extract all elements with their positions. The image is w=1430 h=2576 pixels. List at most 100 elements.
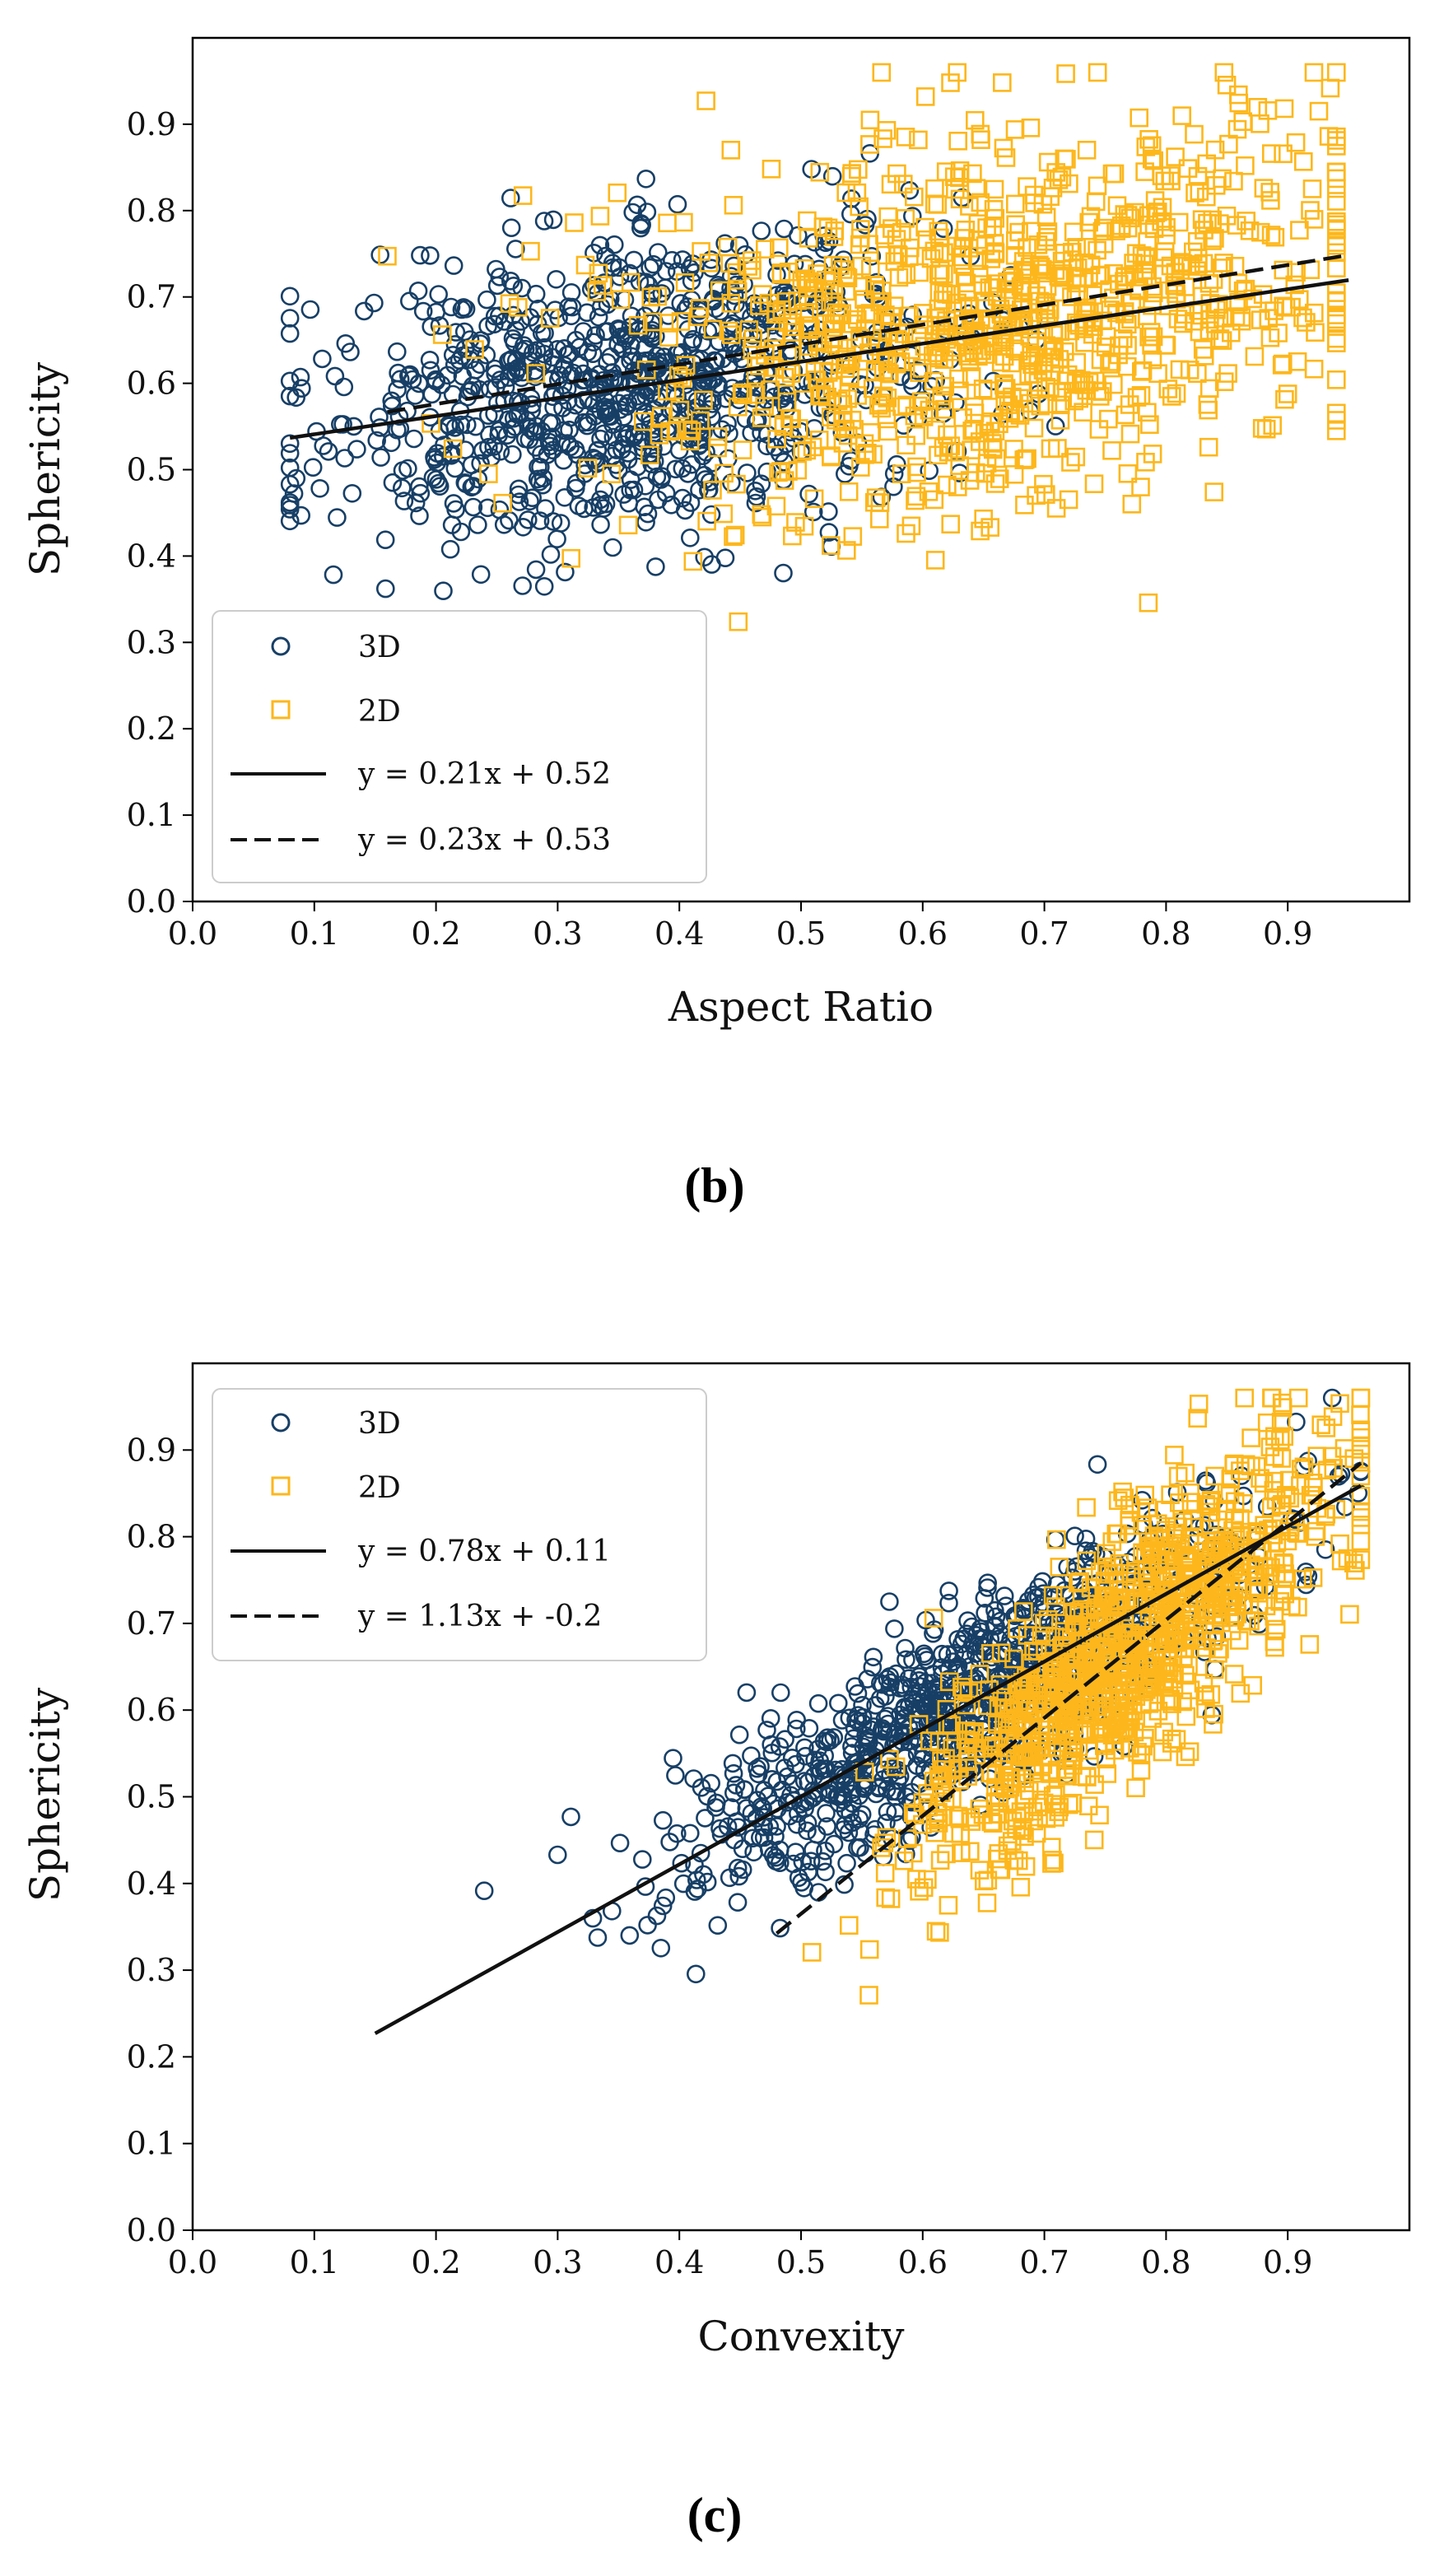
point-2d <box>1266 1619 1286 1639</box>
point-3d <box>737 1683 757 1703</box>
point-3d <box>757 1721 776 1740</box>
point-2d <box>1288 1597 1307 1617</box>
point-3d <box>566 473 586 493</box>
point-2d <box>975 1871 994 1891</box>
point-2d <box>1302 179 1322 198</box>
point-2d <box>977 1894 997 1912</box>
scatter-marks <box>280 63 1346 631</box>
point-3d <box>460 330 480 349</box>
point-2d <box>1041 379 1060 398</box>
point-2d <box>1162 1568 1181 1587</box>
point-2d <box>690 299 710 318</box>
point-3d <box>752 474 771 494</box>
point-3d <box>431 375 451 394</box>
point-3d <box>777 1793 797 1812</box>
point-3d <box>837 1853 856 1873</box>
point-2d <box>975 292 994 312</box>
point-3d <box>387 342 407 361</box>
point-2d <box>1105 1592 1125 1611</box>
point-2d <box>1077 1498 1096 1517</box>
point-2d <box>1327 235 1346 255</box>
point-2d <box>860 110 880 130</box>
point-2d <box>998 273 1017 291</box>
point-3d <box>1010 1654 1029 1673</box>
point-3d <box>530 511 550 530</box>
point-2d <box>1137 306 1157 326</box>
point-2d <box>938 475 957 495</box>
x-tick-label: 0.2 <box>411 2244 460 2280</box>
point-2d <box>641 287 661 307</box>
point-2d <box>1061 453 1080 472</box>
point-2d <box>1168 1466 1188 1486</box>
point-3d <box>720 1868 739 1888</box>
point-2d <box>821 292 840 311</box>
point-2d <box>1256 419 1276 439</box>
point-2d <box>1351 1487 1371 1506</box>
point-3d <box>724 1763 743 1783</box>
point-2d <box>962 440 981 459</box>
point-3d <box>771 1683 790 1703</box>
point-3d <box>426 371 446 391</box>
point-2d <box>919 1797 938 1817</box>
point-2d <box>804 489 824 509</box>
point-2d <box>860 135 879 154</box>
point-3d <box>774 563 793 583</box>
point-3d <box>425 450 445 469</box>
point-2d <box>1265 227 1285 247</box>
point-3d <box>624 250 644 270</box>
point-2d <box>1036 1809 1056 1828</box>
point-2d <box>1133 361 1153 380</box>
x-tick-label: 0.2 <box>411 915 460 952</box>
x-tick-label: 0.6 <box>898 2244 948 2280</box>
point-2d <box>897 436 915 455</box>
point-2d <box>443 439 463 459</box>
point-3d <box>445 428 465 448</box>
point-2d <box>1351 1428 1371 1447</box>
point-2d <box>965 1724 984 1744</box>
axis-ticks: 0.0 0.1 0.2 0.3 0.4 0.5 0.6 0.7 0.8 0.9 0.0 0.1 0.2 0… <box>127 106 1313 952</box>
point-2d <box>906 426 925 445</box>
point-3d <box>701 259 721 278</box>
point-3d <box>819 523 839 542</box>
point-3d <box>543 427 562 447</box>
point-3d <box>594 499 613 518</box>
point-2d <box>378 246 397 266</box>
chart-aspect-ratio: 0.0 0.1 0.2 0.3 0.4 0.5 0.6 0.7 0.8 0.9 0.0 0.1 0.2 0… <box>21 36 1411 1213</box>
point-2d <box>1062 1747 1082 1767</box>
x-tick-label: 0.0 <box>168 2244 217 2280</box>
point-2d <box>973 275 992 294</box>
fit-line-dashed <box>776 1461 1362 1935</box>
point-2d <box>659 314 679 333</box>
point-3d <box>822 166 842 186</box>
point-2d <box>1181 1493 1201 1512</box>
point-2d <box>1212 1613 1231 1633</box>
point-2d <box>1288 1388 1308 1408</box>
point-3d <box>588 1928 608 1947</box>
point-2d <box>1070 1572 1089 1591</box>
point-2d <box>1293 1569 1312 1589</box>
point-2d <box>1036 485 1055 504</box>
point-2d <box>1143 350 1162 370</box>
point-2d <box>1181 257 1200 276</box>
point-2d <box>887 164 906 184</box>
point-2d <box>752 505 771 524</box>
point-2d <box>852 256 871 276</box>
point-2d <box>1015 495 1034 515</box>
point-3d <box>811 1761 831 1781</box>
point-2d <box>1118 314 1137 334</box>
point-2d <box>739 320 759 339</box>
point-3d <box>915 1647 934 1666</box>
x-tick-label: 0.7 <box>1019 915 1069 952</box>
point-2d <box>1049 1733 1068 1753</box>
legend-marker-2d <box>271 700 291 720</box>
point-2d <box>1195 346 1214 366</box>
point-2d <box>946 179 965 199</box>
point-2d <box>1036 207 1056 227</box>
point-2d <box>1260 183 1279 202</box>
point-3d <box>463 376 482 395</box>
point-3d <box>678 464 697 483</box>
point-2d <box>1243 289 1262 309</box>
point-2d <box>1327 169 1346 189</box>
point-2d <box>1285 275 1304 295</box>
point-3d <box>786 1754 805 1774</box>
